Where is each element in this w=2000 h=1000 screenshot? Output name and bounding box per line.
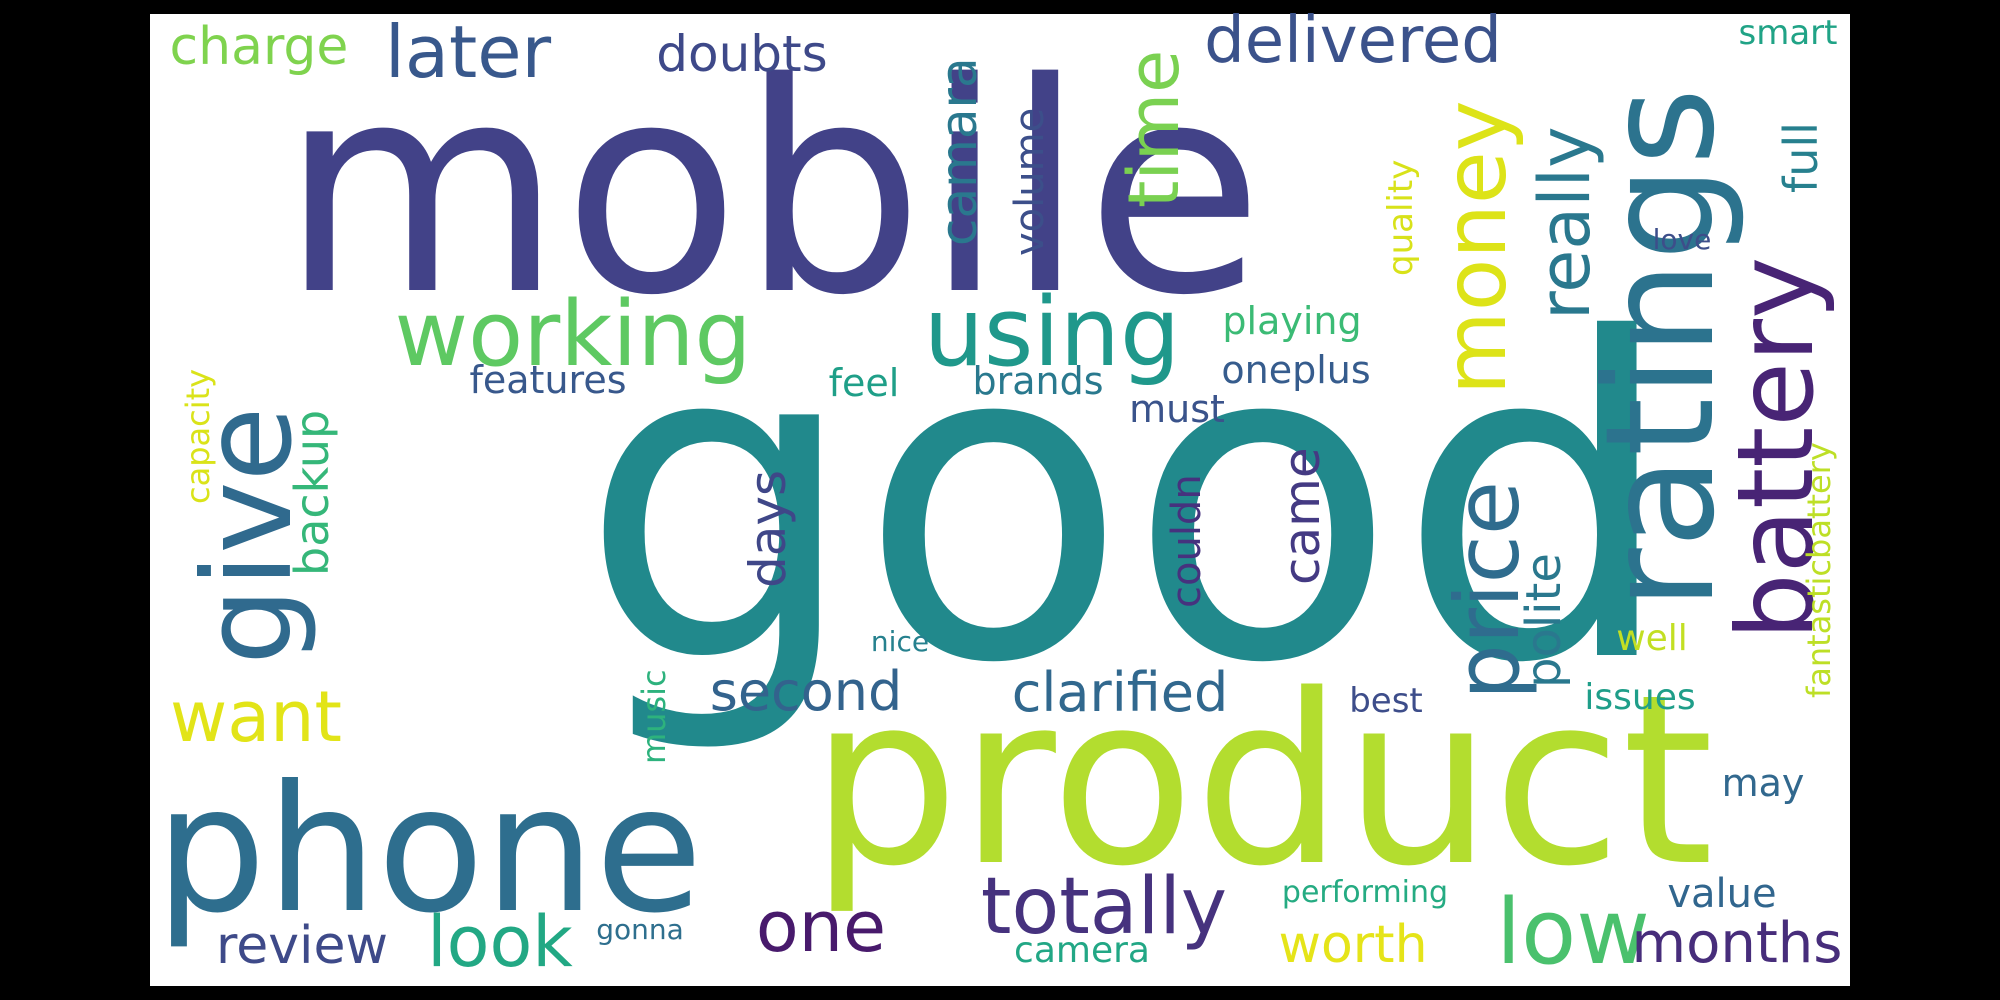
word-love: love: [1653, 223, 1712, 256]
word-look: look: [427, 901, 573, 983]
word-price: price: [1436, 481, 1539, 700]
word-ratings: ratings: [1574, 87, 1748, 610]
word-smart: smart: [1739, 13, 1838, 53]
word-nice: nice: [871, 625, 929, 658]
word-backup: backup: [285, 410, 339, 576]
word-doubts: doubts: [656, 25, 827, 83]
word-really: really: [1524, 126, 1606, 320]
word-gonna: gonna: [596, 913, 684, 946]
word-came: came: [1273, 447, 1331, 585]
word-couldn: couldn: [1164, 474, 1210, 608]
word-fantasticbattery: fantasticbattery: [1800, 442, 1838, 698]
word-time: time: [1113, 50, 1195, 208]
word-oneplus: oneplus: [1221, 348, 1370, 392]
word-quality: quality: [1381, 160, 1421, 276]
word-feel: feel: [829, 361, 900, 405]
word-review: review: [216, 916, 388, 976]
word-brands: brands: [972, 359, 1103, 403]
word-give: give: [177, 406, 319, 665]
word-battery: battery: [1715, 257, 1837, 640]
word-clarified: clarified: [1012, 661, 1229, 724]
word-delivered: delivered: [1204, 4, 1502, 78]
word-charge: charge: [170, 17, 349, 77]
word-value: value: [1667, 871, 1776, 917]
word-full: full: [1774, 122, 1828, 193]
word-playing: playing: [1222, 299, 1361, 343]
word-good: good: [580, 247, 1677, 759]
word-must: must: [1129, 387, 1225, 431]
word-camera: camera: [1014, 930, 1150, 971]
word-using: using: [924, 278, 1181, 388]
word-one: one: [756, 886, 886, 968]
word-may: may: [1722, 761, 1805, 805]
word-low: low: [1496, 880, 1650, 985]
word-best: best: [1349, 681, 1423, 721]
word-phone: phone: [155, 749, 703, 952]
word-second: second: [710, 660, 903, 723]
word-performing: performing: [1282, 875, 1448, 910]
word-issues: issues: [1584, 677, 1695, 718]
word-totally: totally: [981, 862, 1227, 952]
word-later: later: [385, 10, 552, 94]
word-working: working: [395, 282, 752, 387]
word-music: music: [635, 669, 673, 764]
word-days: days: [739, 470, 797, 588]
word-product: product: [810, 645, 1714, 918]
word-want: want: [170, 676, 342, 758]
word-polite: polite: [1516, 553, 1572, 688]
word-features: features: [470, 358, 627, 402]
cloud-canvas: [150, 14, 1850, 986]
word-camara: camara: [930, 57, 988, 246]
word-capacity: capacity: [179, 369, 217, 504]
word-volume: volume: [1007, 108, 1053, 256]
word-worth: worth: [1278, 915, 1427, 975]
word-money: money: [1426, 100, 1526, 395]
word-well: well: [1616, 618, 1688, 659]
word-months: months: [1632, 911, 1843, 976]
word-mobile: mobile: [280, 22, 1264, 359]
